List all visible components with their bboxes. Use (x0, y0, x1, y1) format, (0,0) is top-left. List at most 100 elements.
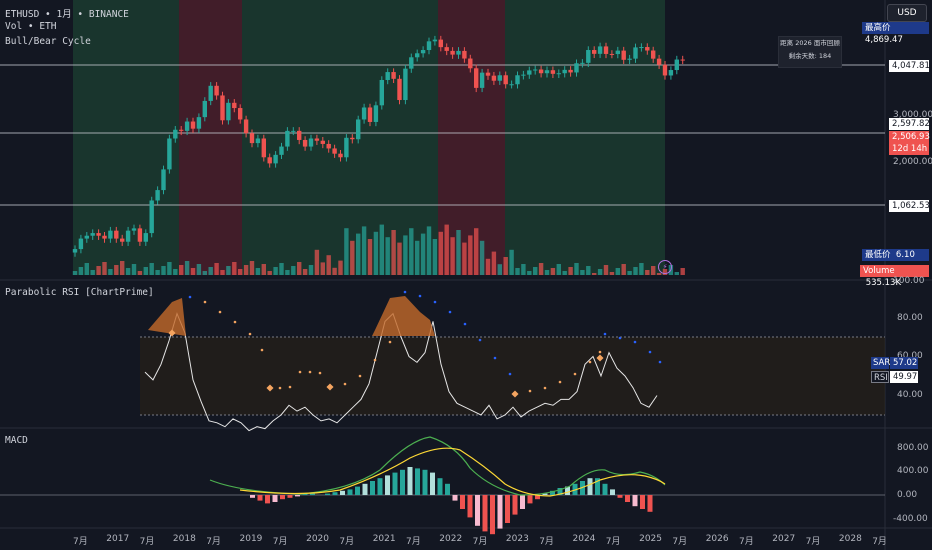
macd-histogram-bar (467, 495, 473, 518)
volume-bar (267, 271, 272, 275)
candle-body (379, 79, 384, 106)
macd-histogram-bar (310, 493, 315, 495)
time-axis-label: 2022 (439, 534, 463, 544)
candle-body (562, 69, 567, 74)
rsi-line (144, 312, 658, 432)
macd-histogram-bar (617, 495, 623, 498)
volume-bar (385, 237, 390, 275)
volume-bar (509, 249, 514, 275)
candle-body (409, 57, 414, 69)
candle-body (273, 154, 278, 164)
lightning-icon[interactable]: ⚡ (658, 260, 672, 274)
sar-dot (308, 370, 312, 374)
currency-button[interactable]: USD (887, 4, 927, 22)
candle-body (137, 228, 143, 242)
volume-bar (468, 235, 473, 275)
rsi-tick-60: 60.00 (897, 351, 923, 361)
candle-body (503, 75, 508, 85)
candle-body (615, 50, 620, 55)
sar-dot (373, 358, 377, 362)
candle-body (238, 108, 243, 120)
candle-body (468, 58, 473, 69)
macd-histogram-bar (430, 472, 435, 495)
macd-histogram-bar (475, 495, 480, 526)
sar-dot (648, 350, 652, 354)
sar-dot (433, 300, 437, 304)
candle-body (633, 47, 638, 59)
candle-body (574, 63, 579, 73)
sar-flip-marker (511, 390, 519, 398)
candle-body (114, 230, 119, 239)
candle-body (302, 139, 308, 147)
sar-dot (598, 350, 602, 354)
candle-body (474, 68, 479, 88)
candle-body (279, 146, 284, 155)
time-axis-label: 2024 (572, 534, 596, 544)
sar-dot (403, 290, 407, 294)
volume-bar (179, 265, 184, 275)
sar-dot (493, 356, 497, 360)
candle-body (550, 70, 556, 74)
macd-histogram-bar (392, 472, 398, 495)
macd-histogram-bar (302, 493, 308, 495)
macd-histogram-bar (602, 483, 608, 495)
candle-body (680, 59, 685, 61)
macd-histogram-bar (347, 489, 353, 495)
volume-bar (544, 270, 550, 275)
candle-body (120, 238, 125, 242)
candle-body (397, 78, 402, 101)
macd-histogram-bar (587, 478, 593, 495)
sar-dot (633, 340, 637, 344)
volume-box: Volume 535.13K (860, 265, 929, 288)
time-axis-label: 7月 (605, 537, 621, 547)
macd-histogram-bar (265, 495, 270, 504)
volume-bar (344, 228, 349, 275)
volume-bar (208, 267, 213, 275)
candle-body (668, 70, 674, 76)
bear-zone (438, 0, 505, 275)
volume-bar (485, 258, 491, 275)
bull-zone (505, 0, 665, 275)
info-line-2: 剩余天数: 184 (788, 52, 832, 60)
candle-body (249, 133, 255, 144)
time-axis[interactable]: 7月 2017 7月 2018 7月 2019 7月 2020 7月 2021 7月 2022 7月 20… (0, 534, 887, 548)
macd-histogram-bar (280, 495, 285, 500)
macd-histogram-bar (505, 495, 510, 523)
macd-histogram-bar (542, 493, 548, 495)
volume-bar (503, 257, 508, 275)
volume-bar (550, 268, 556, 275)
macd-pane-title: MACD (5, 435, 28, 446)
volume-bar (615, 268, 620, 275)
candle-body (462, 50, 467, 59)
rsi-overbought-fill (372, 296, 435, 336)
macd-histogram-bar (595, 478, 600, 495)
level-4047: 4,047.81 (889, 60, 930, 72)
bar-countdown: 12d 14h (889, 143, 929, 155)
volume-bar (167, 262, 172, 275)
candle-body (621, 50, 626, 60)
volume-bar (255, 268, 261, 275)
candle-body (184, 121, 190, 131)
candle-body (580, 62, 585, 64)
macd-histogram-bar (512, 495, 518, 515)
macd-histogram-bar (557, 488, 563, 495)
sar-dot (188, 295, 192, 299)
volume-bar (356, 233, 361, 275)
time-axis-label: 2027 (772, 534, 796, 544)
candle-body (403, 68, 408, 101)
candle-body (332, 148, 337, 154)
time-axis-label: 7月 (872, 537, 887, 547)
volume-bar (450, 237, 455, 275)
time-axis-label: 7月 (272, 537, 288, 547)
volume-bar (131, 264, 137, 275)
macd-tick-0: 0.00 (897, 490, 918, 500)
time-axis-label: 7月 (339, 537, 355, 547)
candle-body (102, 235, 107, 239)
cycle-indicator-title: Bull/Bear Cycle (5, 36, 91, 47)
volume-bar (238, 269, 243, 275)
candle-body (527, 70, 532, 75)
candle-body (202, 100, 207, 118)
candle-body (143, 233, 148, 242)
candle-body (367, 107, 373, 122)
